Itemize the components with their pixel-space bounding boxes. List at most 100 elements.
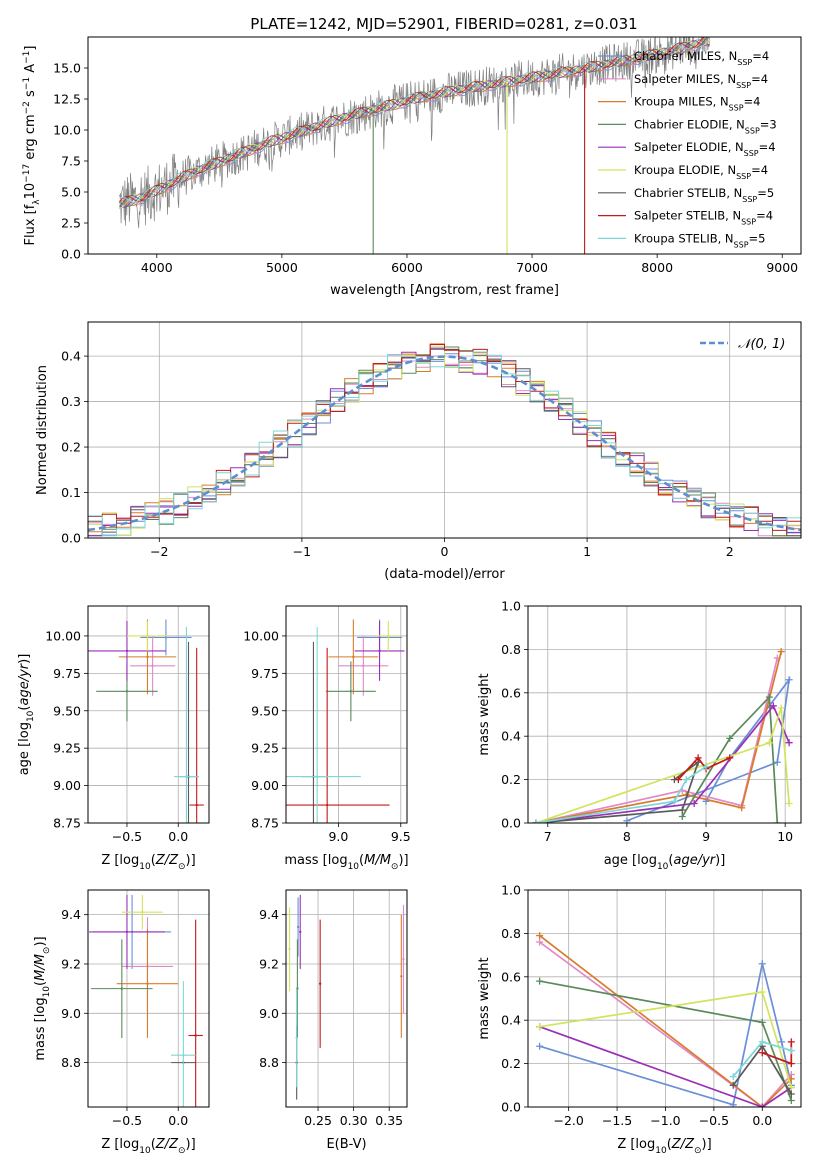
- x-axis-label-part: Z [log: [617, 1137, 655, 1152]
- point-kroupa-stelib: [182, 1054, 185, 1057]
- y-axis-label-part: −1: [22, 51, 32, 64]
- point-salpeter-miles: [362, 664, 365, 668]
- x-tick-label: 7: [544, 829, 552, 844]
- point-kroupa-elodie: [288, 947, 291, 951]
- x-axis-label: Z [log10(Z/Z⊙)]: [617, 1137, 711, 1156]
- x-axis-label-part: ⊙: [694, 1146, 702, 1156]
- legend-label-text: Chabrier MILES, N: [634, 49, 737, 63]
- y-tick-label: 2.5: [61, 216, 81, 231]
- x-axis-label: (data-model)/error: [384, 567, 505, 582]
- weight-marker-salpeter-elodie: [769, 702, 777, 710]
- weight-marker-kroupa-stelib: [758, 1038, 766, 1046]
- x-axis-label-part: Z/Z: [671, 1137, 695, 1152]
- x-axis-label-part: wavelength [Angstrom, rest frame]: [330, 283, 559, 298]
- weight-marker-kroupa-stelib: [532, 819, 540, 823]
- x-tick-label: 1: [583, 544, 591, 559]
- weight-marker-kroupa-elodie: [536, 1023, 544, 1031]
- weight-line-kroupa-miles: [535, 651, 783, 823]
- x-axis-label: wavelength [Angstrom, rest frame]: [330, 283, 559, 298]
- x-axis-label-part: )]: [702, 1137, 712, 1152]
- weight-marker-salpeter-miles: [536, 938, 544, 946]
- legend-label-text: Salpeter ELODIE, N: [634, 140, 744, 154]
- legend-label-kroupa-stelib-n-ssp-5: Kroupa STELIB, NSSP=5: [634, 231, 765, 249]
- weight-marker-chabrier-elodie: [678, 812, 686, 820]
- y-axis-label: mass weight: [477, 673, 492, 755]
- weight-marker-chabrier-miles: [758, 960, 766, 968]
- y-tick-label: 8.75: [53, 816, 81, 831]
- y-axis-label-part: 10: [23, 183, 38, 200]
- point-salpeter-stelib: [325, 803, 329, 807]
- point-salpeter-stelib: [195, 803, 198, 807]
- y-tick-label: 9.50: [53, 703, 81, 718]
- weight-marker-salpeter-elodie: [690, 799, 698, 807]
- weight-line-salpeter-miles: [539, 941, 792, 1107]
- legend-label-salpeter-elodie-n-ssp-4: Salpeter ELODIE, NSSP=4: [634, 140, 776, 158]
- legend-label-text: Kroupa ELODIE, N: [634, 163, 736, 177]
- y-axis-label-part: λ: [32, 199, 42, 205]
- y-tick-label: 9.25: [53, 741, 81, 756]
- weight-marker-salpeter-stelib: [787, 1060, 795, 1068]
- legend-label-count: =5: [749, 231, 766, 245]
- y-tick-label: 9.0: [61, 1006, 81, 1021]
- y-axis-label: mass weight: [477, 957, 492, 1039]
- x-axis-label-part: Z [log: [101, 853, 139, 868]
- y-tick-label: 0.8: [501, 926, 521, 941]
- axes-frame: [87, 605, 210, 824]
- weight-line-chabrier-elodie: [681, 695, 779, 823]
- legend-label-sub: SSP: [741, 217, 756, 226]
- weight-marker-salpeter-stelib: [694, 754, 702, 762]
- y-tick-label: 8.8: [259, 1055, 279, 1070]
- legend-label-chabrier-stelib-n-ssp-5: Chabrier STELIB, NSSP=5: [634, 186, 774, 204]
- model-line-kroupa-elodie-n-ssp-4: [119, 39, 711, 209]
- legend-label-text: Salpeter STELIB, N: [634, 209, 741, 223]
- y-axis-label-part: M/M: [33, 954, 48, 981]
- y-tick-label: 0.3: [61, 394, 81, 409]
- chart-layer: 4000 5000 6000 7000 8000 90000.02.55.07.510.0…: [17, 36, 802, 1156]
- plot-area: [286, 619, 405, 823]
- x-axis-label-part: 10: [348, 862, 360, 872]
- y-axis-label-part: −17: [22, 164, 32, 183]
- y-tick-label: 5.0: [61, 185, 81, 200]
- y-tick-label: 12.5: [53, 92, 81, 107]
- x-tick-label: 0.0: [752, 1113, 772, 1128]
- weight-marker-salpeter-stelib: [726, 754, 734, 762]
- weight-marker-salpeter-elodie: [785, 739, 793, 747]
- y-tick-label: 0.0: [61, 531, 81, 546]
- weight-marker-chabrier-miles: [623, 817, 631, 823]
- y-tick-label: 9.4: [61, 907, 81, 922]
- y-tick-label: 0.0: [501, 1100, 521, 1115]
- legend-label-sub: SSP: [736, 80, 751, 89]
- y-axis-label-part: age/yr: [17, 662, 32, 705]
- legend-label-salpeter-miles-n-ssp-4: Salpeter MILES, NSSP=4: [634, 72, 768, 90]
- y-tick-label: 10.0: [53, 123, 81, 138]
- axes-age-vs-mass: 9.0 9.5 8.75 9.00 9.25 9.50 9.75 10.00 mass [log…: [243, 605, 411, 872]
- y-tick-label: 9.4: [259, 907, 279, 922]
- x-axis-label-part: (: [359, 853, 364, 868]
- weight-line-salpeter-elodie: [539, 1025, 792, 1107]
- weight-marker-chabrier-miles: [785, 676, 793, 684]
- point-kroupa-miles: [146, 655, 149, 659]
- x-tick-label: −1: [293, 544, 311, 559]
- y-tick-label: 9.25: [251, 741, 279, 756]
- x-axis-label-part: mass [log: [284, 853, 347, 868]
- y-tick-label: 0.0: [61, 247, 81, 262]
- y-tick-label: 15.0: [53, 61, 81, 76]
- weight-marker-kroupa-elodie: [765, 739, 773, 747]
- y-tick-label: 0.2: [501, 772, 521, 787]
- legend-label-kroupa-elodie-n-ssp-4: Kroupa ELODIE, NSSP=4: [634, 163, 768, 181]
- y-axis-label-part: age [log: [17, 722, 32, 775]
- weight-marker-kroupa-stelib: [787, 1047, 795, 1055]
- x-tick-label: 9.5: [391, 829, 411, 844]
- y-tick-label: 1.0: [501, 599, 521, 614]
- x-axis-label-part: Z/Z: [155, 853, 179, 868]
- x-axis-label-part: Z/Z: [155, 1137, 179, 1152]
- y-tick-label: 0.6: [501, 969, 521, 984]
- x-tick-label: 9000: [766, 260, 798, 275]
- legend-label-count: =4: [752, 49, 769, 63]
- weight-marker-chabrier-miles: [536, 1042, 544, 1050]
- weight-marker-salpeter-stelib: [787, 1038, 795, 1046]
- x-tick-label: 9.0: [328, 829, 348, 844]
- x-axis-label-part: 10: [657, 862, 669, 872]
- x-tick-label: 0.25: [304, 1113, 332, 1128]
